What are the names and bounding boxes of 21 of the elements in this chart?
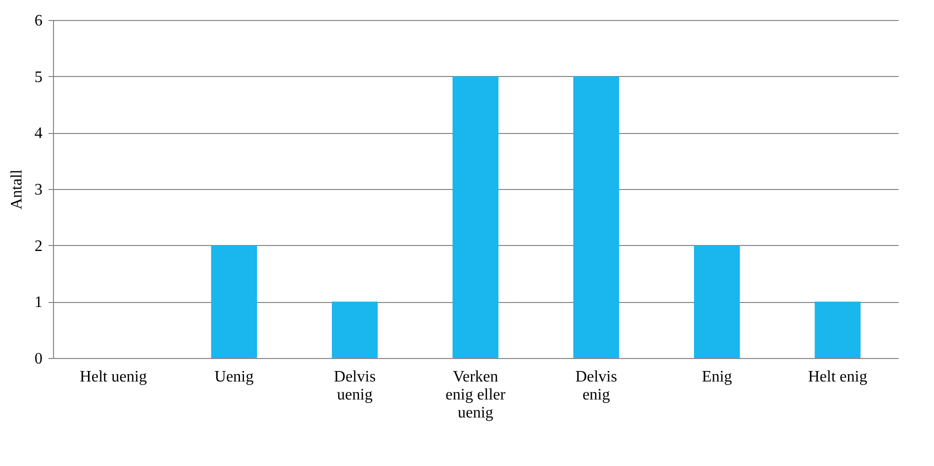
bar — [211, 245, 258, 358]
y-tick-label: 0 — [34, 350, 42, 368]
bar — [452, 76, 498, 358]
x-tick-label: Delvis uenig — [334, 368, 376, 404]
bar — [332, 302, 378, 358]
bar — [573, 76, 620, 358]
y-tick-label: 1 — [34, 294, 42, 312]
y-tick-label: 2 — [34, 238, 42, 255]
x-tick-label: Enig — [702, 368, 732, 386]
y-tick-label: 6 — [34, 12, 42, 30]
y-tick-label: 5 — [34, 68, 42, 86]
x-tick-label: Helt enig — [808, 368, 868, 386]
bar — [814, 302, 861, 358]
y-axis-title: Antall — [8, 168, 26, 210]
y-tick-label: 3 — [34, 182, 42, 198]
x-tick-label: Helt uenig — [80, 368, 147, 386]
y-tick-label: 4 — [34, 125, 42, 142]
x-tick-label: Delvis enig — [575, 368, 618, 404]
bar — [694, 245, 740, 358]
x-tick-label: Uenig — [214, 368, 254, 386]
x-tick-label: Verken enig eller uenig — [446, 368, 506, 422]
